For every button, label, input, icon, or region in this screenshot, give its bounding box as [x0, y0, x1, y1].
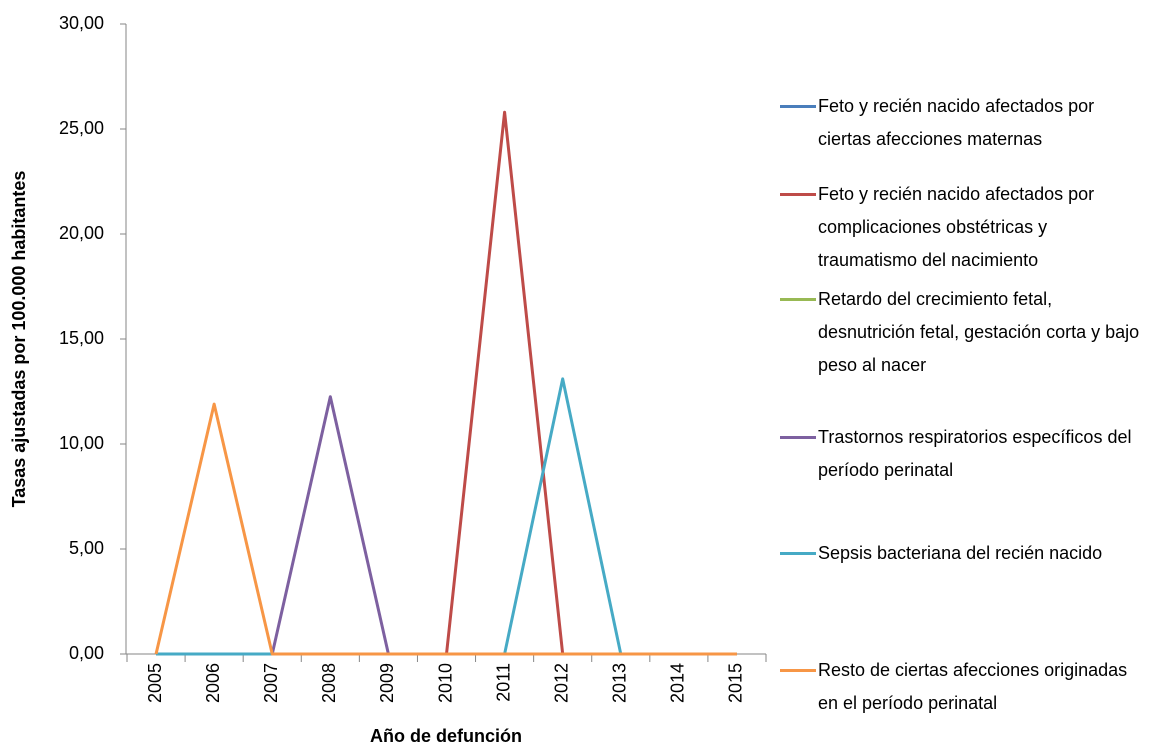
- x-tick-label: 2009: [377, 663, 397, 703]
- y-tick-label: 20,00: [59, 223, 104, 243]
- y-tick-label: 5,00: [69, 538, 104, 558]
- x-tick-label: 2011: [493, 663, 513, 702]
- legend-item: Trastornos respiratorios específicos del…: [780, 421, 1150, 487]
- legend-swatch: [780, 669, 816, 672]
- legend-item: Feto y recién nacido afectados por compl…: [780, 178, 1150, 277]
- series-line: [156, 110, 737, 656]
- x-tick-label: 2012: [551, 663, 571, 703]
- series-line: [156, 377, 737, 656]
- x-axis-label: Año de defunción: [370, 726, 522, 746]
- y-tick-label: 10,00: [59, 433, 104, 453]
- legend-item: Feto y recién nacido afectados por ciert…: [780, 90, 1150, 156]
- x-tick-label: 2005: [145, 663, 165, 703]
- legend-swatch: [780, 436, 816, 439]
- legend-label: Retardo del crecimiento fetal, desnutric…: [818, 289, 1140, 375]
- y-tick-label: 0,00: [69, 643, 104, 663]
- legend-label: Feto y recién nacido afectados por compl…: [818, 184, 1095, 270]
- legend-label: Resto de ciertas afecciones originadas e…: [818, 660, 1128, 713]
- legend-label: Sepsis bacteriana del recién nacido: [818, 543, 1103, 563]
- legend-label: Trastornos respiratorios específicos del…: [818, 427, 1132, 480]
- legend-item: Resto de ciertas afecciones originadas e…: [780, 654, 1150, 720]
- x-tick-label: 2006: [203, 663, 223, 703]
- legend-swatch: [780, 298, 816, 301]
- x-tick-label: 2010: [435, 663, 455, 703]
- legend-swatch: [780, 105, 816, 108]
- legend-swatch: [780, 552, 816, 555]
- x-tick-label: 2008: [319, 663, 339, 703]
- legend-item: Sepsis bacteriana del recién nacido: [780, 537, 1150, 570]
- y-tick-label: 25,00: [59, 118, 104, 138]
- y-tick-label: 30,00: [59, 13, 104, 33]
- x-tick-label: 2013: [610, 663, 630, 703]
- series-line: [154, 402, 737, 656]
- x-tick-label: 2015: [726, 663, 746, 703]
- legend-swatch: [780, 193, 816, 196]
- legend-item: Retardo del crecimiento fetal, desnutric…: [780, 283, 1150, 382]
- x-tick-label: 2007: [261, 663, 281, 703]
- y-axis-label: Tasas ajustadas por 100.000 habitantes: [9, 171, 29, 508]
- legend-label: Feto y recién nacido afectados por ciert…: [818, 96, 1095, 149]
- x-tick-label: 2014: [668, 663, 688, 703]
- y-tick-label: 15,00: [59, 328, 104, 348]
